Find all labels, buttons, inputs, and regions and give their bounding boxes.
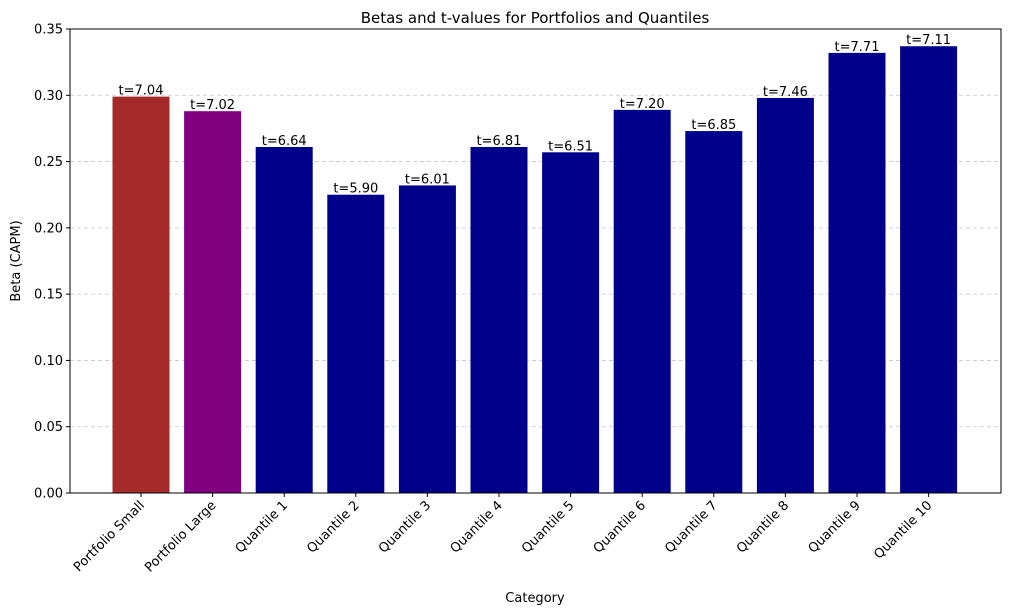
bar [327,194,385,493]
y-tick-label: 0.15 [34,288,63,303]
plot-frame [69,28,1002,494]
bar-data-label: t=7.71 [835,40,880,55]
chart-title: Betas and t-values for Portfolios and Qu… [361,9,710,27]
y-axis: 0.00 0.05 0.10 0.15 0.20 0.25 0.30 0.35 [34,23,70,502]
bar [112,96,170,494]
bar-data-label: t=7.02 [190,98,235,113]
x-tick-label: Quantile 1 [233,498,291,556]
bar-data-label: t=7.20 [620,97,665,112]
bar-data-label: t=6.01 [405,172,450,187]
y-tick-label: 0.20 [34,221,63,236]
x-tick-label: Quantile 3 [376,498,434,556]
x-tick-label: Quantile 9 [806,498,864,556]
x-tick-label: Portfolio Small [71,498,148,575]
y-tick-label: 0.30 [34,89,63,104]
data-labels: t=7.04 t=7.02 t=6.64 t=5.90 t=6.01 t=6.81 t=6.… [119,33,952,196]
x-tick-label: Quantile 6 [591,498,649,556]
y-tick-label: 0.00 [34,487,63,502]
x-tick-label: Portfolio Large [142,498,219,575]
bar [398,185,456,494]
x-tick-label: Quantile 5 [519,498,577,556]
bar [255,146,313,493]
bar [542,152,600,493]
bar [900,46,958,494]
bar-data-label: t=6.85 [691,118,736,133]
x-tick-label: Quantile 4 [448,498,506,556]
y-tick-label: 0.10 [34,354,63,369]
bar-data-label: t=7.11 [906,33,951,48]
x-axis-label: Category [505,591,565,606]
bar [756,97,814,494]
bar [470,146,528,493]
bar-data-label: t=6.81 [477,134,522,149]
x-tick-label: Quantile 2 [304,498,362,556]
bar-data-label: t=6.51 [548,139,593,154]
bar [613,109,671,494]
bar [184,111,242,494]
bar-data-label: t=5.90 [333,182,378,197]
x-tick-label: Quantile 8 [734,498,792,556]
bar-data-label: t=7.04 [119,84,164,99]
y-axis-label: Beta (CAPM) [9,220,24,301]
bar-data-label: t=6.64 [262,134,307,149]
bar [685,131,743,493]
y-tick-label: 0.25 [34,155,63,170]
bars [112,46,958,494]
bar [828,52,886,494]
x-tick-label: Quantile 10 [871,498,935,562]
x-tick-label: Quantile 7 [662,498,720,556]
y-tick-label: 0.05 [34,420,63,435]
y-tick-label: 0.35 [34,23,63,38]
bar-data-label: t=7.46 [763,85,808,100]
